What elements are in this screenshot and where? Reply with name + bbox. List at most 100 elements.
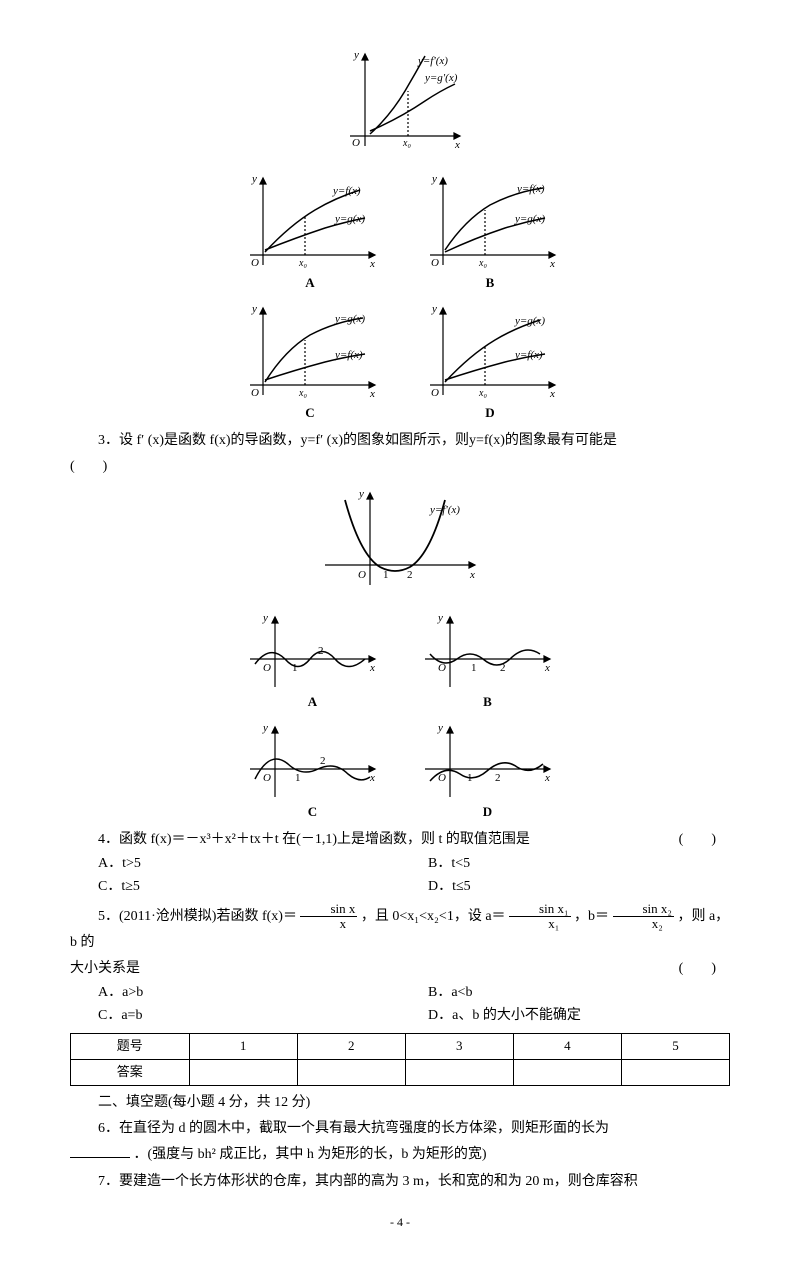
q5-optD: D．a、b 的大小不能确定 <box>400 1005 730 1027</box>
q7-text: 7．要建造一个长方体形状的仓库，其内部的高为 3 m，长和宽的和为 20 m，则… <box>70 1171 730 1193</box>
svg-text:x: x <box>369 662 375 674</box>
q5-optC: C．a=b <box>70 1005 400 1027</box>
svg-text:x: x <box>544 662 550 674</box>
q3-option-B: O x y 1 2 B <box>415 609 560 713</box>
svg-text:x₀: x₀ <box>402 138 411 149</box>
svg-text:y: y <box>262 722 268 734</box>
q4-optB: B．t<5 <box>400 853 730 875</box>
svg-text:O: O <box>251 387 259 399</box>
svg-text:2: 2 <box>500 662 506 674</box>
ans-5[interactable] <box>621 1059 729 1085</box>
option-D-graph: O x y x₀ y=g(x) y=f(x) D <box>415 300 565 424</box>
option-B-graph: O x y x₀ y=f(x) y=g(x) B <box>415 170 565 294</box>
ans-3[interactable] <box>405 1059 513 1085</box>
svg-text:x₀: x₀ <box>298 258 307 269</box>
svg-text:x: x <box>369 772 375 784</box>
svg-text:y=g'(x): y=g'(x) <box>424 72 458 84</box>
svg-text:2: 2 <box>320 755 326 767</box>
svg-text:y=g(x): y=g(x) <box>514 213 545 225</box>
svg-text:O: O <box>263 772 271 784</box>
ans-2[interactable] <box>297 1059 405 1085</box>
q5-frac2: sin x₁x₁ <box>509 902 570 932</box>
svg-text:y=f'(x): y=f'(x) <box>417 55 448 67</box>
option-B-label: B <box>415 273 565 294</box>
q6-blank[interactable] <box>70 1144 130 1158</box>
q5-optB: B．a<b <box>400 982 730 1004</box>
option-C-label: C <box>235 403 385 424</box>
svg-text:2: 2 <box>318 645 324 657</box>
q5-optA: A．a>b <box>70 982 400 1004</box>
svg-text:O: O <box>438 772 446 784</box>
svg-text:y=f(x): y=f(x) <box>514 349 543 361</box>
th-ans: 答案 <box>71 1059 190 1085</box>
svg-text:y=f(x): y=f(x) <box>332 185 361 197</box>
svg-text:1: 1 <box>292 662 298 674</box>
svg-text:2: 2 <box>407 569 413 581</box>
svg-text:y=g(x): y=g(x) <box>334 313 365 325</box>
q5-frac1: sin xx <box>300 902 357 932</box>
q5-paren: ( ) <box>679 958 730 980</box>
q3-option-D: O x y 1 2 D <box>415 719 560 823</box>
svg-text:y=f'(x): y=f'(x) <box>429 504 460 516</box>
option-D-label: D <box>415 403 565 424</box>
q6-line2: ．(强度与 bh² 成正比，其中 h 为矩形的长，b 为矩形的宽) <box>70 1144 730 1166</box>
svg-text:y: y <box>262 612 268 624</box>
origin-label: O <box>352 137 360 149</box>
q5-options: A．a>b B．a<b C．a=b D．a、b 的大小不能确定 <box>70 982 730 1027</box>
q3-option-A: O x y 1 2 A <box>240 609 385 713</box>
svg-text:2: 2 <box>495 772 501 784</box>
svg-text:y: y <box>437 612 443 624</box>
q4-text: 4．函数 f(x)＝－x³＋x²＋tx＋t 在(－1,1)上是增函数，则 t 的… <box>70 829 679 851</box>
svg-text:x: x <box>469 569 475 581</box>
svg-text:O: O <box>251 257 259 269</box>
answer-table: 题号 1 2 3 4 5 答案 <box>70 1033 730 1086</box>
svg-text:1: 1 <box>295 772 301 784</box>
svg-text:y: y <box>358 488 364 500</box>
q5-line2: 大小关系是 <box>70 958 679 980</box>
svg-text:O: O <box>438 662 446 674</box>
svg-text:y: y <box>251 173 257 185</box>
svg-text:O: O <box>263 662 271 674</box>
q4-paren: ( ) <box>679 829 730 851</box>
svg-text:x: x <box>454 139 460 151</box>
svg-text:1: 1 <box>471 662 477 674</box>
svg-text:O: O <box>431 387 439 399</box>
svg-text:y: y <box>431 173 437 185</box>
svg-text:y=g(x): y=g(x) <box>514 315 545 327</box>
option-A-graph: O x y x₀ y=f(x) y=g(x) A <box>235 170 385 294</box>
th-num: 题号 <box>71 1034 190 1060</box>
svg-text:x: x <box>549 258 555 270</box>
svg-text:y=f(x): y=f(x) <box>334 349 363 361</box>
svg-text:y=g(x): y=g(x) <box>334 213 365 225</box>
option-A-label: A <box>235 273 385 294</box>
q5-frac3: sin x₂x₂ <box>613 902 674 932</box>
q2-options-row1: O x y x₀ y=f(x) y=g(x) A O x y x₀ y=f(x)… <box>70 170 730 294</box>
graph-derivatives: O x y x₀ y=f'(x) y=g'(x) <box>330 46 470 156</box>
svg-text:y: y <box>251 303 257 315</box>
q2-options-row2: O x y x₀ y=g(x) y=f(x) C O x y x₀ y=g(x)… <box>70 300 730 424</box>
svg-text:x: x <box>369 388 375 400</box>
q4-options: A．t>5 B．t<5 C．t≥5 D．t≤5 <box>70 853 730 898</box>
q5-text: 5．(2011·沧州模拟)若函数 f(x)＝ sin xx ，且 0<x₁<x₂… <box>70 902 730 954</box>
q3-paren: ( ) <box>70 456 730 478</box>
svg-text:y=f(x): y=f(x) <box>516 183 545 195</box>
svg-text:x₀: x₀ <box>478 258 487 269</box>
svg-text:y: y <box>437 722 443 734</box>
svg-text:x: x <box>544 772 550 784</box>
section2-heading: 二、填空题(每小题 4 分，共 12 分) <box>70 1092 730 1114</box>
q4-optA: A．t>5 <box>70 853 400 875</box>
svg-text:x₀: x₀ <box>478 388 487 399</box>
q2-main-graph: O x y x₀ y=f'(x) y=g'(x) <box>70 46 730 164</box>
svg-text:1: 1 <box>383 569 389 581</box>
svg-text:O: O <box>431 257 439 269</box>
q4-optC: C．t≥5 <box>70 876 400 898</box>
svg-text:x₀: x₀ <box>298 388 307 399</box>
q3-text: 3．设 f′ (x)是函数 f(x)的导函数，y=f′ (x)的图象如图所示，则… <box>70 430 730 452</box>
ans-4[interactable] <box>513 1059 621 1085</box>
ans-1[interactable] <box>189 1059 297 1085</box>
svg-text:x: x <box>549 388 555 400</box>
svg-text:1: 1 <box>467 772 473 784</box>
q6-text: 6．在直径为 d 的圆木中，截取一个具有最大抗弯强度的长方体梁，则矩形面的长为 <box>70 1118 730 1140</box>
q3-option-C: O x y 1 2 C <box>240 719 385 823</box>
svg-text:O: O <box>358 569 366 581</box>
